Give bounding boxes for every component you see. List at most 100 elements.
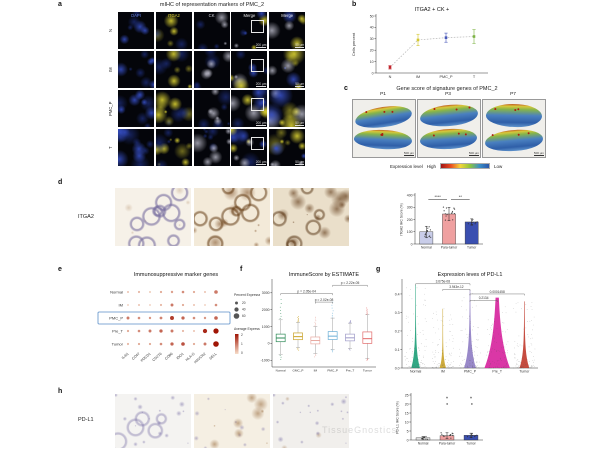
svg-text:IL4I1: IL4I1 — [121, 352, 130, 360]
svg-text:40: 40 — [242, 308, 246, 312]
scale-bar-zoom: 50 μm — [295, 159, 305, 165]
zoom-region-box — [251, 59, 265, 72]
svg-text:PD-L1 IHC Score (%): PD-L1 IHC Score (%) — [396, 401, 400, 433]
mihc-column-header-Merge: Merge — [281, 13, 294, 18]
svg-text:200: 200 — [407, 218, 413, 222]
panel-c-label: c — [344, 85, 348, 92]
high-expression-spot — [527, 132, 530, 135]
svg-text:3.675e-08: 3.675e-08 — [436, 280, 451, 284]
svg-text:*: * — [470, 396, 472, 402]
expression-legend: Expression level High Low — [390, 163, 502, 169]
scale-bar-zoom: 50 μm — [295, 42, 305, 48]
mihc-image-N-Merge-3: Merge 200 μm — [231, 12, 268, 49]
mihc-image-T-ITGA2-1 — [155, 129, 192, 166]
mihc-image-T-Merge-3: 200 μm — [231, 129, 268, 166]
itga2-score-chart: ITGA2 IHC Score (%) 0 100 200 300 400 Normal Pa… — [398, 188, 486, 259]
svg-text:SELL: SELL — [208, 352, 217, 361]
svg-text:0: 0 — [411, 242, 413, 246]
mihc-image-PMC_P-ITGA2-1 — [155, 90, 192, 127]
spatial-maps: P1 500 μm P3 500 μm P7 500 μm — [352, 92, 547, 160]
svg-text:100: 100 — [407, 230, 413, 234]
spatial-map-P1: P1 500 μm — [352, 92, 416, 158]
pdl1-violin-chart: Expression leves of PD-L1 0.0 0.1 0.2 0.3 0.4… — [380, 268, 542, 385]
svg-text:PMC_P: PMC_P — [109, 315, 123, 320]
svg-text:IM: IM — [441, 370, 445, 374]
svg-text:p = 2.22e-05: p = 2.22e-05 — [341, 281, 360, 285]
svg-text:20: 20 — [405, 402, 409, 406]
high-expression-spot — [457, 132, 460, 135]
svg-text:CD276: CD276 — [152, 352, 163, 362]
pdl1-ihc-image-normal — [115, 394, 191, 448]
svg-text:PMC_P: PMC_P — [327, 369, 338, 373]
panel-b-label: b — [352, 1, 357, 8]
svg-text:300: 300 — [407, 206, 413, 210]
mihc-column-header-DAPI: DAPI — [131, 13, 141, 18]
svg-text:0.4: 0.4 — [395, 292, 400, 296]
high-expression-spot — [465, 133, 468, 136]
svg-text:*: * — [446, 396, 448, 402]
svg-text:0.3: 0.3 — [395, 311, 400, 315]
high-expression-spot — [381, 132, 384, 135]
svg-text:GMC_P: GMC_P — [292, 369, 303, 373]
scatter-svg: ITGA2 + CK + Cells percent 0 10 20 30 40 50 N IM P… — [351, 7, 488, 79]
svg-text:400: 400 — [407, 193, 413, 197]
svg-text:2000: 2000 — [262, 308, 270, 312]
mihc-image-PMC_P-Merge-4: 50 μm — [269, 90, 306, 127]
svg-text:Tumor: Tumor — [363, 369, 372, 373]
svg-text:Tumor: Tumor — [112, 341, 124, 346]
panel-h-label: h — [58, 388, 63, 395]
svg-text:3.943e-12: 3.943e-12 — [449, 285, 464, 289]
mihc-column-header-CK: CK — [208, 13, 215, 18]
panel-f-label: f — [240, 266, 243, 273]
scale-bar-merge: 200 μm — [255, 42, 267, 48]
panel-e-label: e — [58, 266, 62, 273]
svg-text:PMC_P: PMC_P — [464, 370, 477, 374]
scale-bar-merge: 200 μm — [255, 81, 267, 87]
zoom-region-box — [251, 98, 265, 111]
scale-bar: 500 μm — [468, 151, 479, 156]
mihc-row-label-N: N — [108, 28, 113, 33]
svg-text:Para-tumor: Para-tumor — [441, 246, 458, 250]
mihc-image-IM-ITGA2-1 — [155, 51, 192, 88]
svg-text:60: 60 — [242, 314, 246, 318]
svg-text:CD47: CD47 — [131, 352, 141, 361]
watermark: TissueGnostics — [322, 425, 398, 435]
svg-text:****: **** — [435, 194, 442, 199]
svg-text:IM: IM — [119, 302, 123, 307]
svg-text:5: 5 — [407, 429, 409, 433]
svg-text:ITGA2 + CK +: ITGA2 + CK + — [415, 7, 450, 13]
mihc-image-T-Merge-4: 50 μm — [269, 129, 306, 166]
mihc-image-T-DAPI-0 — [118, 129, 154, 166]
expression-legend-high: High — [426, 163, 437, 169]
mihc-row-label-T: T — [108, 146, 113, 149]
high-expression-spot — [455, 108, 458, 111]
svg-text:Cells percent: Cells percent — [351, 32, 356, 56]
svg-text:Pre_T: Pre_T — [492, 370, 502, 374]
svg-text:CD86: CD86 — [164, 352, 174, 361]
tissue-strip — [419, 128, 478, 150]
svg-text:ITGA2 IHC Score (%): ITGA2 IHC Score (%) — [400, 203, 404, 236]
spatial-map-image-P7: 500 μm — [482, 99, 546, 158]
svg-text:1000: 1000 — [262, 325, 270, 329]
svg-text:50: 50 — [370, 14, 374, 18]
mihc-row-label-PMC_P: PMC_P — [108, 101, 113, 116]
mihc-column-header-ITGA2: ITGA2 — [167, 13, 180, 18]
mihc-row-label-IM: IM — [108, 67, 113, 72]
svg-text:p = 2.05e-04: p = 2.05e-04 — [297, 289, 316, 293]
svg-text:0.0001458: 0.0001458 — [490, 290, 505, 294]
svg-text:30: 30 — [370, 37, 374, 41]
mihc-image-N-ITGA2-1: ITGA2 — [155, 12, 192, 49]
scale-bar-zoom: 50 μm — [295, 81, 305, 87]
panel-d-label: d — [58, 179, 63, 186]
svg-text:IM: IM — [416, 75, 420, 79]
spatial-map-title-P3: P3 — [445, 92, 451, 97]
spatial-map-title-P7: P7 — [510, 92, 516, 97]
spatial-map-image-P1: 500 μm — [352, 99, 416, 158]
mihc-image-N-Merge-4: Merge 50 μm — [269, 12, 306, 49]
mihc-image-PMC_P-CK-2 — [193, 90, 230, 127]
svg-text:PMC_P: PMC_P — [439, 75, 453, 79]
pdl1-marker-label: PD-L1 — [78, 417, 94, 423]
bar-svg: PD-L1 IHC Score (%) 0 5 10 15 20 25 Normal Para-… — [396, 393, 483, 446]
itga2-ihc-image-normal — [115, 188, 191, 246]
